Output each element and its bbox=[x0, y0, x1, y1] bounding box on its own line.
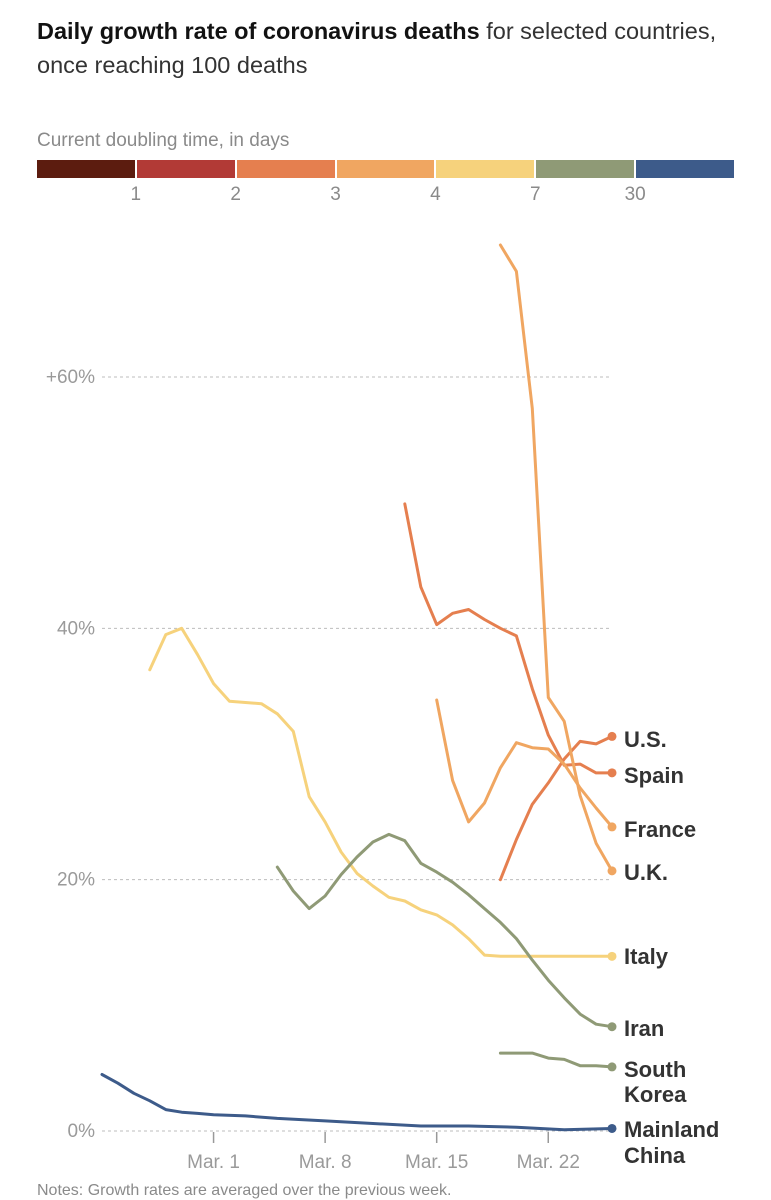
series-end-point-iran bbox=[607, 1022, 617, 1032]
chart-title: Daily growth rate of coronavirus deaths … bbox=[37, 14, 737, 82]
scale-tick-label: 4 bbox=[430, 184, 441, 205]
series-label-france: France bbox=[624, 817, 696, 842]
scale-tick-label: 7 bbox=[529, 184, 541, 205]
scale-tick-label: 1 bbox=[130, 184, 142, 205]
y-tick-label: 0% bbox=[68, 1121, 96, 1142]
series-label-mainland-china: Mainland bbox=[624, 1117, 719, 1142]
series-label-south-korea: Korea bbox=[624, 1082, 687, 1107]
chart-title-rest: for selected countries, once reaching 10… bbox=[37, 18, 717, 78]
scale-tick-label: 3 bbox=[330, 184, 341, 205]
series-line-italy bbox=[148, 626, 614, 958]
series-line-south-korea bbox=[498, 1051, 614, 1069]
series-end-point-u-s bbox=[607, 731, 617, 741]
series-end-point-u-k bbox=[607, 866, 617, 876]
x-tick-label: Mar. 15 bbox=[405, 1152, 468, 1173]
x-tick-label: Mar. 22 bbox=[517, 1152, 580, 1173]
scale-segment bbox=[336, 160, 435, 178]
scale-segment bbox=[636, 160, 735, 178]
scale-segment bbox=[136, 160, 235, 178]
series-label-italy: Italy bbox=[624, 944, 669, 969]
scale-tick-label: 2 bbox=[230, 184, 241, 205]
series-line-mainland-china bbox=[100, 1073, 614, 1132]
series-label-spain: Spain bbox=[624, 763, 684, 788]
scale-segment bbox=[236, 160, 335, 178]
scale-tick-label: 30 bbox=[624, 184, 646, 205]
series-line-spain bbox=[403, 502, 614, 775]
series-end-point-south-korea bbox=[607, 1062, 617, 1072]
series-label-mainland-china: China bbox=[624, 1143, 686, 1168]
x-tick-label: Mar. 8 bbox=[299, 1152, 352, 1173]
series-label-u-s: U.S. bbox=[624, 727, 667, 752]
series-label-south-korea: South bbox=[624, 1057, 686, 1082]
y-tick-label: 20% bbox=[57, 870, 95, 891]
series-line-france bbox=[435, 698, 614, 829]
series-label-iran: Iran bbox=[624, 1016, 664, 1041]
chart-title-bold: Daily growth rate of coronavirus deaths bbox=[37, 18, 480, 44]
doubling-time-ticks: 1 2 3 4 7 30 bbox=[0, 184, 771, 210]
series-line-iran bbox=[275, 832, 614, 1029]
series-label-u-k: U.K. bbox=[624, 860, 668, 885]
chart-note: Notes: Growth rates are averaged over th… bbox=[37, 1182, 452, 1199]
doubling-time-scale bbox=[37, 160, 735, 178]
series-end-point-italy bbox=[607, 951, 617, 961]
series-line-u-k bbox=[498, 243, 614, 873]
scale-segment bbox=[536, 160, 635, 178]
series-end-point-france bbox=[607, 822, 617, 832]
doubling-time-label: Current doubling time, in days bbox=[37, 130, 290, 151]
series-end-point-spain bbox=[607, 768, 617, 778]
y-tick-label: +60% bbox=[46, 367, 95, 388]
series-line-u-s bbox=[498, 734, 614, 882]
scale-segment bbox=[37, 160, 135, 178]
series-end-point-mainland-china bbox=[607, 1123, 617, 1133]
scale-segment bbox=[436, 160, 535, 178]
y-tick-label: 40% bbox=[57, 618, 95, 639]
x-tick-label: Mar. 1 bbox=[187, 1152, 240, 1173]
